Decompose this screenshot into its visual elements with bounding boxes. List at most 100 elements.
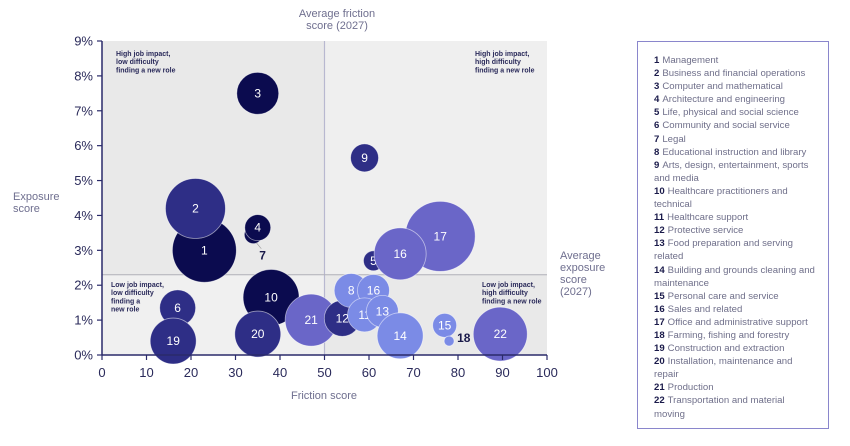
legend-item-number: 3: [654, 81, 660, 93]
bubble-21: 21: [284, 293, 338, 347]
bubble-15: 15: [432, 312, 458, 338]
bubble-label: 21: [304, 313, 318, 327]
legend-item: 7 Legal: [654, 133, 818, 146]
legend-item: 22 Transportation and material moving: [654, 394, 818, 420]
avg-friction-label-line: score (2027): [306, 20, 368, 32]
leader-line: [256, 242, 262, 249]
bubble-circle: [149, 317, 197, 365]
legend-item-label: Food preparation and serving related: [654, 238, 794, 263]
legend-item-label: Life, physical and social science: [662, 107, 799, 119]
x-tick-label: 100: [536, 365, 558, 380]
legend-item-label: Healthcare practitioners and technical: [654, 185, 788, 211]
bubble-circle: [443, 335, 455, 347]
legend-item-number: 2: [654, 68, 660, 80]
quadrant-label-line: finding a new role: [116, 67, 176, 74]
quadrant-label-line: High job impact,: [116, 51, 171, 58]
x-tick-label: 90: [495, 365, 509, 380]
legend-item: 17 Office and administrative support: [654, 316, 818, 329]
legend-item-number: 19: [654, 343, 665, 355]
legend-item-number: 18: [654, 329, 665, 341]
x-tick-label: 50: [317, 365, 331, 380]
legend-item: 3 Computer and mathematical: [654, 80, 818, 93]
quadrant-label-bottom-left: Low job impact, low difficulty finding a ne…: [111, 282, 164, 314]
bubble-chart: High job impact, low difficulty finding a …: [13, 8, 605, 402]
legend-item: 13 Food preparation and serving related: [654, 237, 818, 263]
legend-item-label: Sales and related: [667, 303, 743, 315]
quadrant-label-line: Low job impact,: [111, 282, 164, 289]
bubble-20: 20: [234, 310, 282, 358]
bubble-circle: [165, 178, 226, 239]
quadrant-label-line: high difficulty: [482, 290, 528, 297]
x-axis-title: Friction score: [291, 390, 357, 402]
legend-item-number: 1: [654, 55, 660, 66]
legend-item-number: 20: [654, 356, 665, 368]
legend-item-label: Arts, design, entertainment, sports and …: [654, 159, 809, 184]
avg-friction-label-line: Average friction: [299, 8, 375, 20]
legend-item-label: Legal: [662, 133, 686, 145]
bubble-label: 16: [367, 283, 381, 297]
legend-item: 21 Production: [654, 381, 818, 394]
quadrant-label-line: High job impact,: [475, 51, 530, 58]
avg-exposure-label-line: Average: [560, 250, 601, 262]
legend-item-label: Computer and mathematical: [662, 81, 783, 93]
bubble-circle: [472, 306, 528, 362]
legend-item-number: 15: [654, 290, 665, 302]
y-tick-label: 7%: [74, 103, 93, 118]
legend-item-label: Office and administrative support: [667, 316, 808, 328]
bubble-label: 8: [348, 283, 355, 297]
bubble-label: 13: [376, 304, 390, 318]
bubble-label: 3: [254, 86, 261, 100]
legend-item-number: 4: [654, 94, 660, 106]
bubble-circle: [244, 214, 272, 242]
legend-item: 15 Personal care and service: [654, 290, 818, 303]
legend-item: 20 Installation, maintenance and repair: [654, 355, 818, 381]
quadrant-label-bottom-right: Low job impact, high difficulty finding a …: [482, 282, 542, 305]
y-tick-label: 5%: [74, 173, 93, 188]
bubble-4: 4: [244, 214, 272, 242]
bubble-circle: [376, 312, 424, 360]
legend-item-number: 14: [654, 264, 665, 276]
legend-item-number: 22: [654, 395, 665, 407]
bubble-label: 12: [336, 311, 350, 325]
legend-item: 11 Healthcare support: [654, 211, 818, 224]
bubble-label: 14: [393, 329, 407, 343]
y-tick-label: 4%: [74, 208, 93, 223]
quadrant-label-line: finding a: [111, 298, 140, 305]
bubble-label: 5: [370, 254, 377, 268]
legend-item-label: Construction and extraction: [667, 343, 785, 355]
quadrant-backgrounds: [102, 41, 547, 355]
quadrant-label-line: new role: [111, 307, 140, 314]
avg-friction-label: Average friction score (2027): [299, 8, 375, 32]
y-tick-label: 9%: [74, 34, 93, 49]
legend-item: 8 Educational instruction and library: [654, 146, 818, 159]
legend-item: 5 Life, physical and social science: [654, 106, 818, 119]
legend-item-number: 8: [654, 146, 660, 158]
legend-item-label: Building and grounds cleaning and mainte…: [654, 264, 815, 289]
quadrant-label-line: finding a new role: [482, 298, 542, 305]
legend-item-number: 17: [654, 316, 665, 328]
avg-exposure-label-line: exposure: [560, 262, 605, 274]
bubble-3: 3: [236, 71, 280, 115]
legend-item-number: 9: [654, 159, 660, 171]
bubble-label: 9: [361, 151, 368, 165]
bubble-label: 2: [192, 201, 199, 215]
y-tick-label: 8%: [74, 68, 93, 83]
bubble-label: 7: [259, 249, 266, 263]
legend-item-number: 7: [654, 133, 660, 145]
x-tick-label: 70: [406, 365, 420, 380]
quadrant-label-line: finding a new role: [475, 67, 535, 74]
bubble-label: 22: [494, 327, 508, 341]
bubble-circle: [373, 227, 427, 281]
legend-item-number: 13: [654, 238, 665, 250]
legend-item: 18 Farming, fishing and forestry: [654, 329, 818, 342]
bubble-label: 18: [457, 331, 471, 345]
y-axis-title-line: Exposure: [13, 191, 59, 203]
bubble-22: 22: [472, 306, 528, 362]
y-axis-title: Exposure score: [13, 191, 59, 215]
quadrant-label-line: high difficulty: [475, 59, 521, 66]
y-tick-label: 3%: [74, 243, 93, 258]
legend-item-label: Production: [667, 382, 714, 394]
bubble-label: 20: [251, 327, 265, 341]
avg-exposure-label-line: score: [560, 274, 587, 286]
legend-item: 4 Architecture and engineering: [654, 93, 818, 106]
